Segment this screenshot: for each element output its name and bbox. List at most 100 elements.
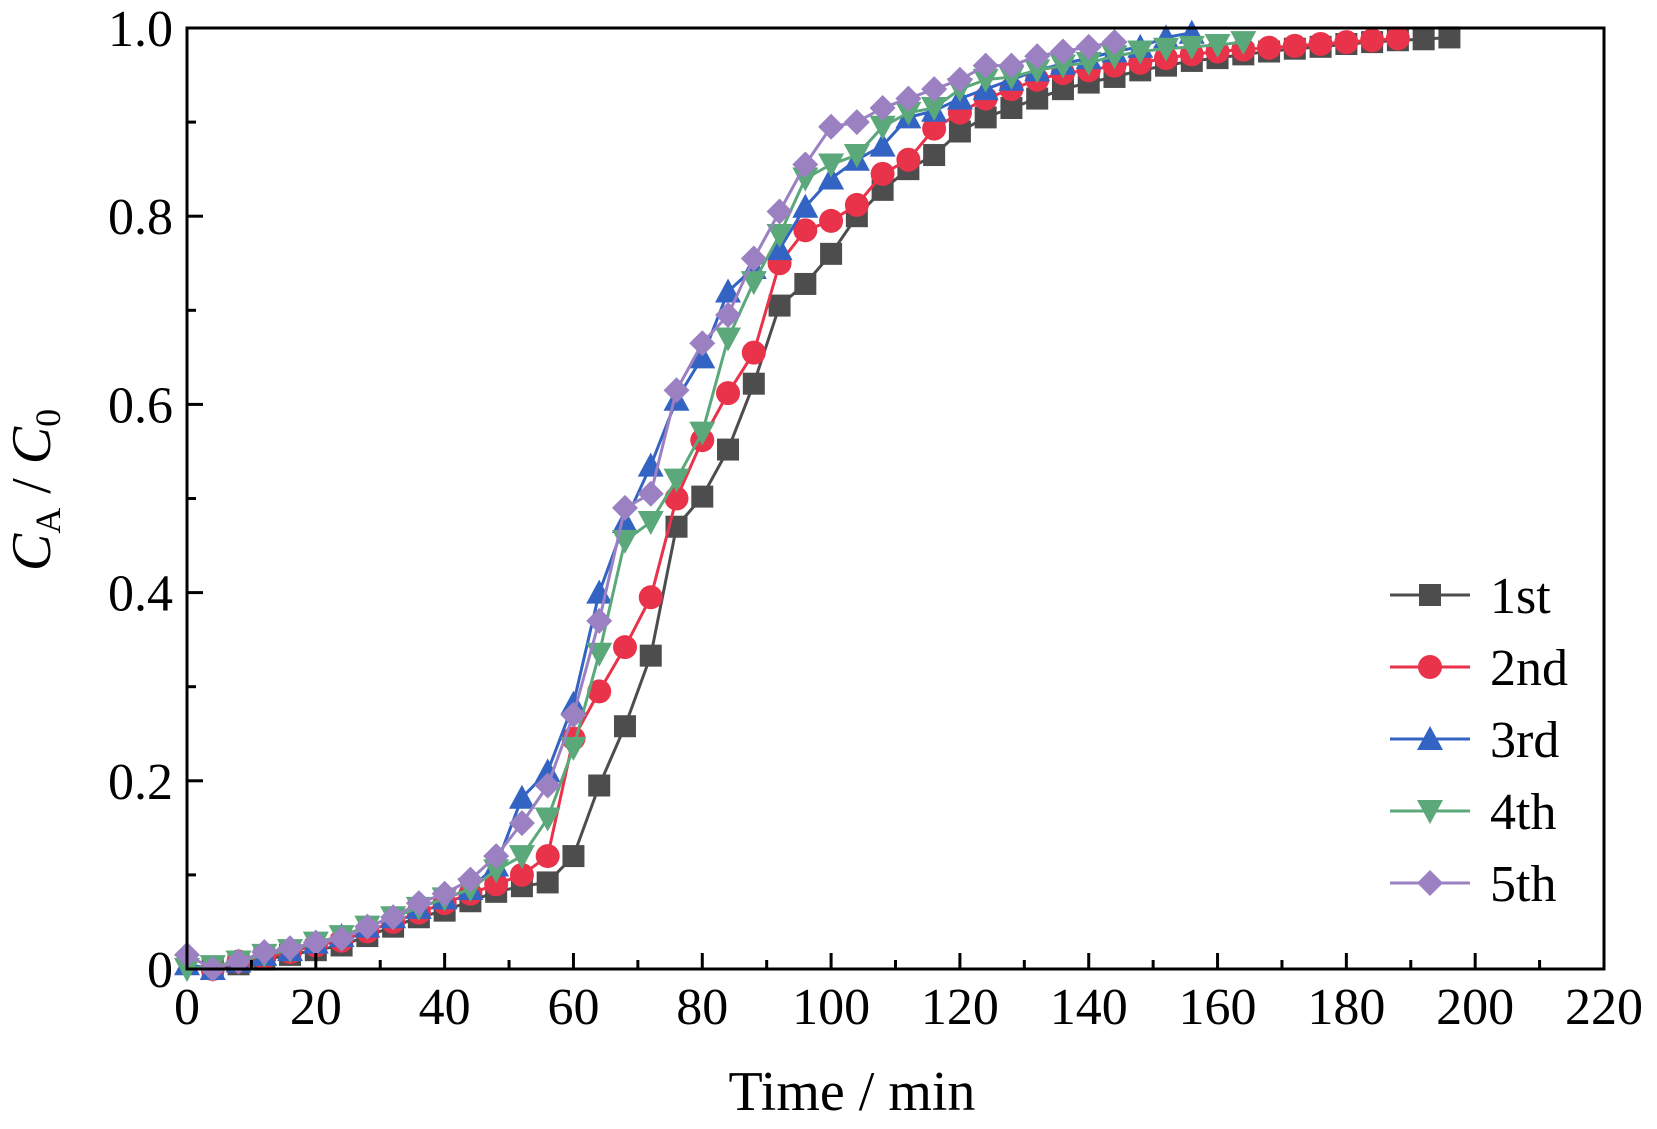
series-5th-point (792, 151, 819, 178)
series-5th-point (895, 85, 922, 112)
series-5th-point (1101, 29, 1128, 56)
x-tick-label: 60 (547, 979, 599, 1036)
x-axis-title: Time / min (729, 1061, 976, 1123)
series-2nd-point (741, 340, 766, 365)
x-tick-label: 180 (1307, 979, 1385, 1036)
x-tick-label: 40 (419, 979, 471, 1036)
series-5th-point (1024, 43, 1051, 70)
legend-item-2nd-marker (1418, 655, 1442, 679)
series-3rd-point (611, 509, 638, 534)
series-2nd-point (1308, 31, 1333, 56)
series-1st-point (613, 715, 636, 738)
x-tick-label: 20 (290, 979, 342, 1036)
series-1st-point (639, 644, 662, 667)
legend-item-3rd-marker (1417, 726, 1443, 750)
series-5th-point (302, 929, 329, 956)
series-5th-point (560, 701, 587, 728)
x-tick-label: 220 (1565, 979, 1643, 1036)
x-tick-label: 160 (1179, 979, 1257, 1036)
series-4th-point (766, 224, 793, 249)
y-axis-title: CA / C0 (1, 409, 68, 571)
y-tick-label: 0 (147, 942, 173, 999)
series-5th-point (534, 772, 561, 799)
x-tick-label: 120 (921, 979, 999, 1036)
series-5th-point (921, 76, 948, 103)
series-2nd-point (509, 862, 534, 887)
series-4th-point (843, 144, 870, 169)
series-1st-point (1000, 96, 1023, 119)
x-tick-label: 80 (676, 979, 728, 1036)
legend-item-4th: 4th (1390, 784, 1556, 841)
y-tick-label: 0.6 (108, 377, 173, 434)
series-5th-point (380, 904, 407, 931)
series-5th-point (663, 377, 690, 404)
series-2nd-point (664, 486, 689, 511)
legend-item-5th: 5th (1390, 856, 1556, 913)
series-4th-point (663, 468, 690, 493)
series-1st-point (562, 845, 585, 868)
series-4th-point (1153, 37, 1180, 62)
series-1st-point (820, 242, 843, 265)
legend-item-5th-label: 5th (1490, 856, 1556, 913)
y-tick-label: 0.4 (108, 566, 173, 623)
y-axis-title-sub-a: A (28, 508, 68, 534)
series-5th-point (586, 607, 613, 634)
series-5th-point (457, 866, 484, 893)
legend-item-4th-label: 4th (1490, 784, 1556, 841)
x-tick-label: 0 (174, 979, 200, 1036)
plot-frame (185, 26, 1606, 971)
series-2nd-point (587, 679, 612, 704)
legend-item-2nd-label: 2nd (1490, 640, 1568, 697)
series-2nd-point (896, 147, 921, 172)
series-4th-line (186, 40, 1244, 971)
x-tick-label: 140 (1050, 979, 1128, 1036)
series-4th-point (740, 271, 767, 296)
series-4th-point (1204, 33, 1231, 58)
series-5th-point (818, 113, 845, 140)
axis-ticks: 0 20 40 60 80 100 120 140 160 180 200 220 0 0.2 0.4 0.6… (108, 1, 1643, 1036)
series-3rd-point (869, 132, 896, 157)
legend-item-1st-label: 1st (1490, 568, 1551, 625)
series-1st-point (742, 372, 765, 395)
series-3rd (174, 19, 1205, 980)
series-1st-point (1438, 26, 1461, 49)
series-5th-point (1075, 33, 1102, 60)
series-5th-point (277, 935, 304, 962)
series-4th-point (869, 115, 896, 140)
series-2nd-point (844, 192, 869, 217)
series-2nd-point (535, 844, 560, 869)
legend-item-1st: 1st (1390, 568, 1551, 625)
series-5th-point (740, 245, 767, 272)
series-5th-point (843, 109, 870, 136)
legend-item-2nd: 2nd (1390, 640, 1568, 697)
y-axis-title-c: C (1, 533, 63, 571)
series-2nd-point (1385, 26, 1410, 51)
series-1st-point (974, 106, 997, 129)
series-2nd-point (1334, 30, 1359, 55)
series-4th-point (1024, 59, 1051, 84)
series-5th-point (483, 843, 510, 870)
series-5th-point (328, 925, 355, 952)
y-axis-title-c0: C (1, 426, 63, 464)
series-5th-point (715, 302, 742, 329)
series-2nd-point (870, 161, 895, 186)
series-2nd-point (638, 585, 663, 610)
legend-item-3rd: 3rd (1390, 712, 1559, 769)
series-1st-point (923, 144, 946, 167)
series-1st-point (717, 438, 740, 461)
y-tick-label: 0.2 (108, 754, 173, 811)
series-5th-point (1049, 38, 1076, 65)
series-4th-point (560, 736, 587, 761)
y-axis-title-sub-0: 0 (28, 409, 68, 427)
series-3rd-point (766, 236, 793, 261)
series-2nd-point (1360, 28, 1385, 53)
series-5th-point (689, 330, 716, 357)
series-4th-point (534, 807, 561, 832)
legend-item-4th-marker (1417, 800, 1443, 824)
series-4th-point (1101, 45, 1128, 70)
x-tick-label: 200 (1436, 979, 1514, 1036)
series-3rd-point (508, 784, 535, 809)
series-4th-point (1049, 54, 1076, 79)
legend-item-3rd-label: 3rd (1490, 712, 1559, 769)
x-tick-label: 100 (792, 979, 870, 1036)
